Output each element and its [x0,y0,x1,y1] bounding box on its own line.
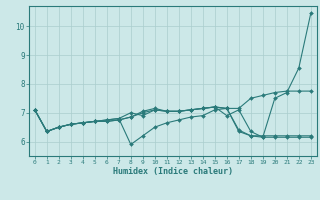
X-axis label: Humidex (Indice chaleur): Humidex (Indice chaleur) [113,167,233,176]
